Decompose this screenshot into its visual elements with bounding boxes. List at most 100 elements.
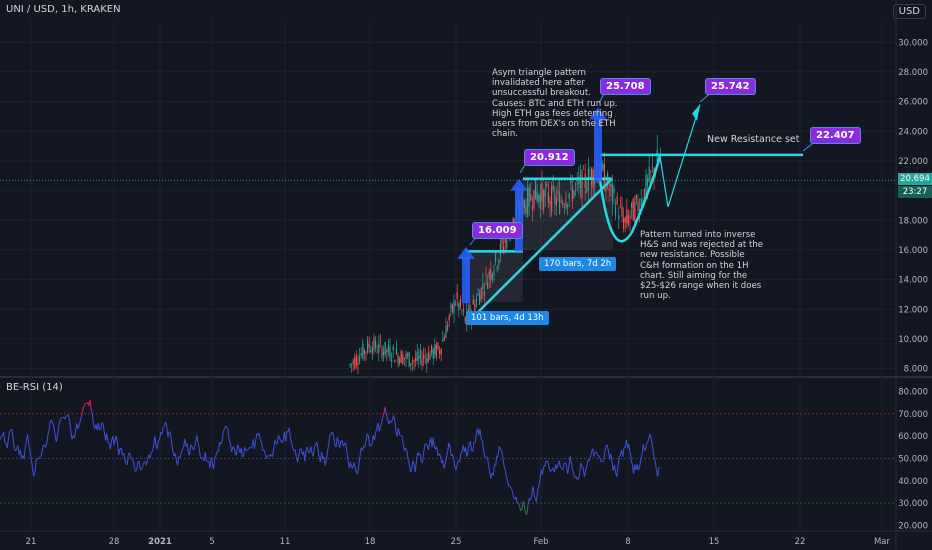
rsi-segment — [69, 420, 72, 432]
rsi-tick-label: 20.000 — [898, 522, 928, 532]
symbol-title[interactable]: UNI / USD, 1h, KRAKEN — [6, 4, 121, 15]
rsi-segment — [649, 433, 653, 442]
cup-curve — [598, 156, 662, 243]
rsi-segment — [503, 466, 506, 471]
rsi-segment — [135, 468, 138, 472]
rsi-indicator-title[interactable]: BE-RSI (14) — [6, 382, 63, 393]
candle-body — [485, 273, 487, 276]
candle-body — [402, 354, 404, 365]
rsi-segment — [126, 454, 129, 465]
candle-body — [410, 363, 412, 366]
rsi-segment — [411, 461, 414, 471]
rsi-segment — [217, 442, 221, 452]
rsi-segment — [193, 442, 197, 449]
candle-body — [431, 344, 433, 354]
candle-body — [616, 196, 618, 205]
rsi-segment — [36, 457, 39, 460]
date-range-box — [523, 178, 613, 250]
rsi-segment — [19, 450, 23, 459]
candle-body — [429, 353, 431, 360]
rsi-segment — [394, 420, 397, 432]
callout-25708[interactable]: 25.708 — [600, 78, 651, 95]
candle-body — [426, 357, 428, 364]
rsi-segment — [522, 501, 525, 508]
rsi-segment — [300, 448, 303, 455]
candle-body — [552, 185, 554, 190]
range-label-101-bars[interactable]: 101 bars, 4d 13h — [466, 311, 549, 325]
rsi-segment — [181, 446, 185, 450]
rsi-segment — [579, 462, 582, 475]
rsi-segment — [90, 409, 93, 415]
rsi-segment — [451, 454, 455, 459]
rsi-segment — [487, 463, 491, 472]
rsi-segment — [353, 462, 356, 468]
candle-body — [539, 193, 541, 209]
rsi-segment — [149, 452, 152, 459]
candle-body — [376, 351, 378, 353]
callout-16009[interactable]: 16.009 — [472, 222, 523, 239]
rsi-segment — [639, 459, 642, 467]
rsi-segment — [328, 434, 331, 444]
rsi-segment — [346, 450, 349, 460]
candle-body — [379, 340, 381, 342]
rsi-segment — [585, 466, 588, 471]
time-tick-label: 15 — [709, 537, 720, 547]
candle-body — [383, 351, 385, 356]
rsi-segment — [556, 464, 559, 469]
candle-body — [351, 363, 353, 365]
rsi-segment — [151, 445, 155, 452]
candle-body — [354, 357, 356, 369]
rsi-segment — [381, 417, 384, 423]
candle-body — [603, 164, 605, 191]
rsi-segment — [53, 427, 56, 437]
rsi-segment — [469, 441, 473, 451]
note-line: unsuccessful breakout. — [492, 88, 591, 99]
rsi-segment — [222, 428, 225, 432]
rsi-segment — [580, 462, 583, 468]
rsi-segment — [456, 460, 459, 465]
candle-body — [546, 184, 548, 187]
rsi-segment — [142, 461, 145, 466]
rsi-segment — [312, 446, 315, 457]
rsi-segment — [15, 447, 18, 452]
candle-body — [355, 355, 357, 366]
candle-body — [634, 201, 636, 223]
note-line: chain. — [492, 129, 519, 140]
callout-22407[interactable]: 22.407 — [810, 127, 861, 144]
callout-20912[interactable]: 20.912 — [524, 149, 575, 166]
candle-body — [434, 344, 436, 356]
candle-body — [386, 349, 388, 353]
candle-body — [371, 347, 373, 355]
rsi-segment — [640, 454, 643, 461]
rsi-segment — [154, 436, 157, 445]
rsi-series-group — [0, 399, 661, 515]
rsi-segment — [58, 419, 61, 427]
rsi-segment — [59, 417, 62, 421]
rsi-segment — [502, 456, 505, 467]
rsi-segment — [354, 467, 357, 474]
rsi-segment — [573, 473, 576, 478]
candle-body — [487, 282, 489, 289]
candle-body — [647, 177, 649, 186]
resistance-label: New Resistance set — [707, 134, 800, 145]
rsi-segment — [67, 414, 71, 421]
candle-body — [583, 168, 585, 170]
rsi-segment — [546, 460, 549, 465]
rsi-segment — [604, 445, 607, 452]
rsi-segment — [415, 452, 419, 462]
rsi-segment — [410, 470, 412, 473]
candle-body — [530, 193, 532, 201]
currency-badge[interactable]: USD — [892, 4, 926, 19]
range-label-170-bars[interactable]: 170 bars, 7d 2h — [539, 257, 617, 271]
candle-body — [551, 186, 553, 213]
rsi-segment — [424, 443, 427, 445]
candle-body — [571, 187, 573, 202]
callout-25742[interactable]: 25.742 — [705, 78, 756, 95]
rsi-segment — [453, 458, 456, 467]
candle-body — [528, 186, 530, 207]
countdown-tag: 23:27 — [898, 186, 932, 198]
rsi-segment — [647, 436, 650, 442]
rsi-segment — [581, 466, 584, 469]
candle-body — [506, 237, 508, 248]
